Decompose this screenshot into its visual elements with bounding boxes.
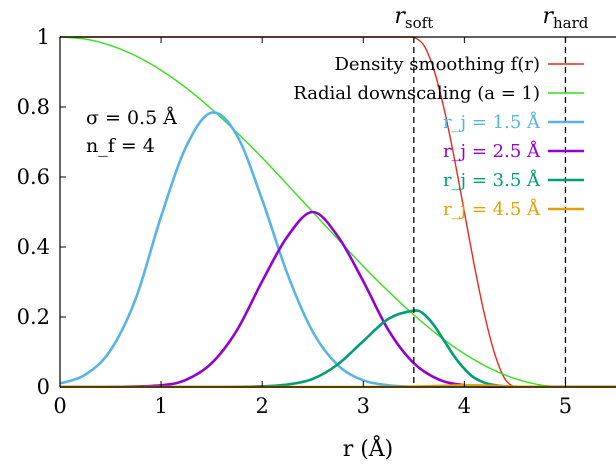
- vline-label-hard: rhard: [542, 4, 588, 32]
- annotation-1: σ = 0.5 Å: [86, 107, 177, 129]
- axes: 0 1 2 3 4 5 0 0.2 0.4 0.6 0.8 1 r (Å): [17, 25, 616, 462]
- y-tick-label: 0.2: [17, 305, 50, 329]
- legend-label-4: r_j = 2.5 Å: [443, 140, 541, 162]
- x-tick-label: 4: [458, 394, 471, 418]
- x-axis-label: r (Å): [343, 434, 394, 462]
- y-tick-label: 1: [37, 25, 50, 49]
- y-tick-label: 0: [37, 375, 50, 399]
- legend-label-5: r_j = 3.5 Å: [443, 169, 541, 191]
- y-tick-label: 0.4: [17, 235, 50, 259]
- series-line-2: [60, 36, 616, 388]
- series-line-5: [60, 309, 616, 388]
- series-line-4: [60, 210, 616, 388]
- legend-label-1: Density smoothing f(r): [334, 54, 540, 75]
- y-tick-label: 0.8: [17, 95, 50, 119]
- vline-label-soft: rsoft: [394, 4, 433, 32]
- annotations: σ = 0.5 Å n_f = 4: [86, 107, 177, 157]
- y-tick-label: 0.6: [17, 165, 50, 189]
- x-tick-label: 2: [255, 394, 268, 418]
- x-tick-label: 5: [559, 394, 572, 418]
- legend-label-3: r_j = 1.5 Å: [443, 111, 541, 133]
- legend: Density smoothing f(r) Radial downscaling…: [293, 54, 584, 220]
- legend-label-2: Radial downscaling (a = 1): [293, 83, 540, 104]
- legend-label-6: r_j = 4.5 Å: [443, 198, 541, 220]
- x-tick-label: 3: [357, 394, 370, 418]
- x-tick-label: 0: [53, 394, 66, 418]
- x-tick-label: 1: [154, 394, 167, 418]
- annotation-2: n_f = 4: [86, 135, 155, 157]
